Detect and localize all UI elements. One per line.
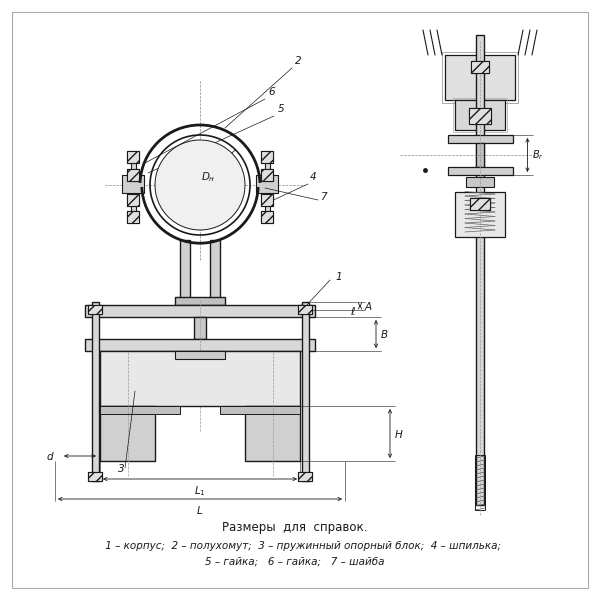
Text: 5 – гайка;   6 – гайка;   7 – шайба: 5 – гайка; 6 – гайка; 7 – шайба xyxy=(205,557,385,567)
Bar xyxy=(475,455,485,510)
Bar xyxy=(127,169,139,181)
Bar xyxy=(175,297,225,305)
Text: 6: 6 xyxy=(268,87,275,97)
Bar xyxy=(262,211,272,223)
Bar xyxy=(445,55,515,100)
Text: $d$: $d$ xyxy=(46,450,55,462)
Bar xyxy=(100,406,155,461)
Text: 1 – корпус;  2 – полухомут;  3 – пружинный опорный блок;  4 – шпилька;: 1 – корпус; 2 – полухомут; 3 – пружинный… xyxy=(89,541,501,551)
Text: 5: 5 xyxy=(278,104,284,114)
Bar xyxy=(91,302,98,481)
Text: $H$: $H$ xyxy=(394,427,404,439)
Bar xyxy=(88,472,102,481)
Bar xyxy=(127,194,139,206)
Text: $L_1$: $L_1$ xyxy=(194,484,206,498)
Bar xyxy=(256,175,278,193)
Bar xyxy=(220,406,300,414)
Bar xyxy=(262,151,272,163)
Bar xyxy=(122,175,144,193)
Text: $\ell$: $\ell$ xyxy=(350,305,356,317)
Bar xyxy=(298,472,312,481)
Bar xyxy=(470,198,490,210)
Bar xyxy=(453,98,507,132)
Bar xyxy=(127,151,139,163)
Text: 1: 1 xyxy=(335,272,341,282)
Bar xyxy=(469,108,491,124)
Bar xyxy=(127,151,139,163)
Bar xyxy=(131,157,136,215)
Text: 3: 3 xyxy=(118,464,125,474)
Bar xyxy=(262,211,272,223)
Bar xyxy=(194,317,206,339)
Bar xyxy=(88,305,102,314)
Bar xyxy=(262,194,272,206)
Bar xyxy=(469,108,491,124)
Circle shape xyxy=(155,140,245,230)
Bar xyxy=(476,143,484,167)
Text: $L$: $L$ xyxy=(196,504,203,516)
Bar xyxy=(175,351,225,359)
Bar xyxy=(210,240,220,305)
Bar xyxy=(85,339,315,351)
Bar xyxy=(455,100,505,130)
Bar xyxy=(448,135,512,143)
Text: $B$: $B$ xyxy=(380,328,388,340)
Bar xyxy=(262,194,272,206)
Bar xyxy=(471,61,489,73)
Bar xyxy=(180,240,190,305)
Text: $D_н$: $D_н$ xyxy=(201,170,215,184)
Text: $A$: $A$ xyxy=(364,300,373,312)
Bar xyxy=(262,169,272,181)
Bar xyxy=(298,472,312,481)
Bar xyxy=(100,351,300,406)
Bar xyxy=(466,177,494,187)
Bar xyxy=(476,35,484,505)
Bar xyxy=(470,198,490,210)
Bar xyxy=(298,305,312,314)
Bar xyxy=(127,169,139,181)
Bar xyxy=(127,211,139,223)
Bar xyxy=(298,305,312,314)
Text: 4: 4 xyxy=(310,172,317,182)
Bar xyxy=(127,194,139,206)
Bar xyxy=(127,211,139,223)
Bar xyxy=(100,406,180,414)
Bar xyxy=(262,169,272,181)
Text: 2: 2 xyxy=(295,56,302,66)
Bar xyxy=(245,406,300,461)
Bar xyxy=(448,167,512,175)
Bar xyxy=(88,305,102,314)
Bar xyxy=(85,305,315,317)
Text: $B_r$: $B_r$ xyxy=(532,148,544,162)
Text: Размеры  для  справок.: Размеры для справок. xyxy=(222,521,368,535)
Bar xyxy=(442,52,518,103)
Bar xyxy=(471,61,489,73)
Bar xyxy=(302,302,308,481)
Bar xyxy=(262,151,272,163)
Text: 7: 7 xyxy=(320,192,326,202)
Bar xyxy=(88,472,102,481)
Bar xyxy=(265,157,269,215)
Bar xyxy=(455,192,505,237)
